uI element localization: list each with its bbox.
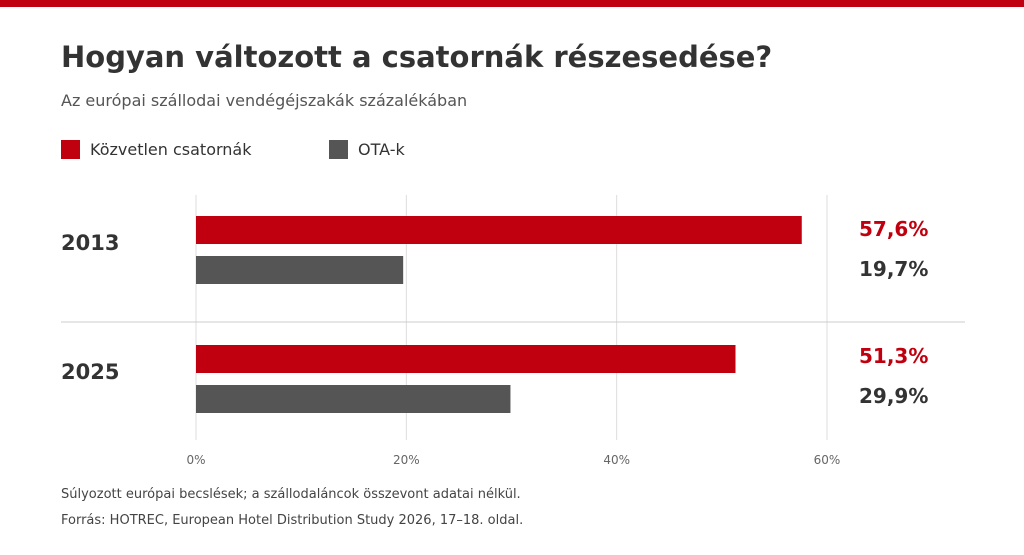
value-label: 19,7% <box>859 257 928 281</box>
chart-title: Hogyan változott a csatornák részesedése… <box>61 40 773 74</box>
legend-label-ota: OTA-k <box>358 139 405 159</box>
category-label: 2025 <box>61 360 119 384</box>
bar <box>196 385 511 413</box>
legend-swatch-ota <box>329 139 348 159</box>
x-tick-label: 0% <box>186 453 205 467</box>
legend-item-ota: OTA-k <box>329 139 405 159</box>
value-label: 29,9% <box>859 384 928 408</box>
footnote: Súlyozott európai becslések; a szállodal… <box>61 487 521 502</box>
bar <box>196 256 404 284</box>
bar <box>196 216 802 244</box>
legend-label-direct: Közvetlen csatornák <box>90 139 252 159</box>
chart-subtitle: Az európai szállodai vendégéjszakák száz… <box>61 91 468 110</box>
top-accent-bar <box>0 0 1024 7</box>
legend-swatch-direct <box>61 139 80 159</box>
source-note: Forrás: HOTREC, European Hotel Distribut… <box>61 513 524 528</box>
value-label: 51,3% <box>859 344 928 368</box>
category-label: 2013 <box>61 231 119 255</box>
legend-item-direct: Közvetlen csatornák <box>61 139 252 159</box>
bar <box>196 345 736 373</box>
x-tick-label: 20% <box>393 453 420 467</box>
value-label: 57,6% <box>859 217 928 241</box>
x-tick-label: 40% <box>603 453 630 467</box>
x-tick-label: 60% <box>814 453 841 467</box>
